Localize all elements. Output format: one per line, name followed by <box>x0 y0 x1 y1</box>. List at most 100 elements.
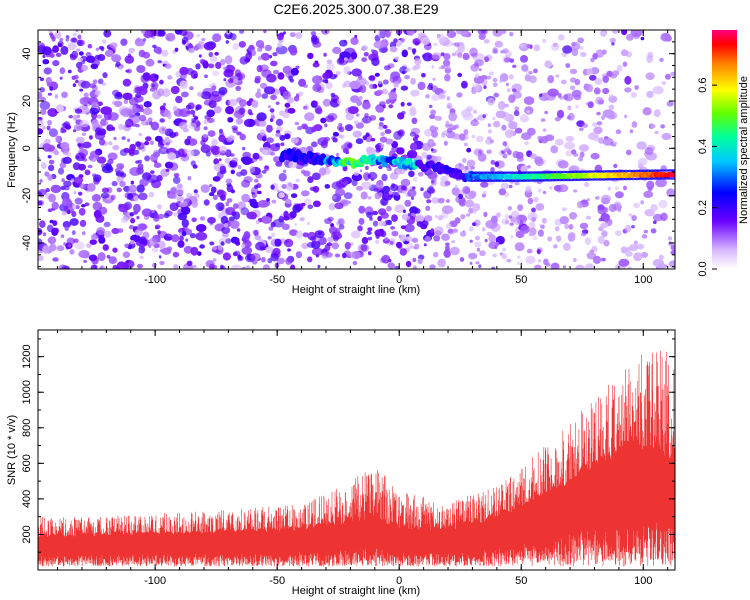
heatmap-cell <box>611 42 615 46</box>
heatmap-cell <box>84 169 91 176</box>
heatmap-cell <box>372 210 378 216</box>
heatmap-cell <box>52 257 59 262</box>
heatmap-cell <box>284 133 291 140</box>
heatmap-cell <box>526 248 533 254</box>
heatmap-cell <box>233 250 241 256</box>
heatmap-cell <box>43 67 52 75</box>
snr-x-tick-label: 50 <box>515 575 527 587</box>
heatmap-cell <box>488 71 494 76</box>
heatmap-cell <box>259 147 264 152</box>
heatmap-cell <box>457 72 463 78</box>
heatmap-cell <box>177 148 185 157</box>
heatmap-cell <box>158 213 164 220</box>
heatmap-cell <box>95 47 100 51</box>
heatmap-cell <box>246 211 257 220</box>
heatmap-cell <box>332 46 342 55</box>
heatmap-cell <box>126 259 130 264</box>
heatmap-cell <box>578 127 584 132</box>
heatmap-cell <box>71 230 76 236</box>
heatmap-cell <box>409 107 417 117</box>
heatmap-cell <box>473 75 485 84</box>
heatmap-cell <box>353 120 359 125</box>
heatmap-cell <box>159 105 166 111</box>
heatmap-cell <box>471 134 476 139</box>
heatmap-cell <box>74 241 85 250</box>
heatmap-cell <box>220 215 229 225</box>
heatmap-cell <box>47 174 53 181</box>
heatmap-cell <box>56 245 65 252</box>
heatmap-cell <box>521 64 529 72</box>
heatmap-cell <box>255 91 262 99</box>
snr-y-tick-label: 1200 <box>21 344 33 368</box>
heatmap-cell <box>515 230 525 239</box>
heatmap-cell <box>334 74 338 78</box>
heatmap-cell <box>395 56 399 61</box>
heatmap-cell <box>120 38 128 46</box>
heatmap-cell <box>59 76 63 80</box>
heatmap-cell <box>601 230 608 237</box>
heatmap-cell <box>429 125 436 132</box>
heatmap-cell <box>468 252 478 260</box>
heatmap-cell <box>235 85 242 91</box>
heatmap-cell <box>388 104 394 109</box>
heatmap-cell <box>233 110 245 119</box>
heatmap-cell <box>380 131 385 137</box>
heatmap-cell <box>593 87 601 95</box>
heatmap-cell <box>89 107 99 115</box>
heatmap-cell <box>554 138 564 146</box>
colorbar: 0.0 0.2 0.4 0.6 Normalized spectral amplitu… <box>697 30 750 277</box>
heatmap-cell <box>564 93 574 102</box>
heatmap-cell <box>307 256 313 263</box>
heatmap-cell <box>580 51 587 58</box>
heatmap-cell <box>526 165 531 169</box>
heatmap-cell <box>412 136 418 142</box>
heatmap-cell <box>94 54 101 60</box>
heatmap-cell <box>231 157 239 163</box>
heatmap-cell <box>212 258 217 262</box>
heatmap-cell <box>207 130 216 137</box>
heatmap-cell <box>573 153 579 157</box>
heatmap-cell <box>270 151 275 156</box>
heatmap-cell <box>264 44 272 52</box>
heatmap-cell <box>631 215 637 221</box>
heatmap-cell <box>472 203 481 212</box>
heatmap-cell <box>325 252 333 258</box>
heatmap-cell <box>290 193 298 199</box>
heatmap-cell <box>96 114 103 119</box>
heatmap-cell <box>154 135 163 142</box>
heatmap-cell <box>199 216 206 221</box>
heatmap-cell <box>534 264 542 269</box>
heatmap-cell <box>332 131 339 137</box>
heatmap-cell <box>60 128 66 134</box>
heatmap-cell <box>664 73 671 80</box>
heatmap-cell <box>169 132 177 138</box>
heatmap-cell <box>609 37 616 44</box>
heatmap-cell <box>77 34 82 40</box>
heatmap-cell <box>553 244 558 249</box>
heatmap-cell <box>153 216 160 222</box>
heatmap-cell <box>42 143 52 152</box>
heatmap-cell <box>312 75 323 84</box>
heatmap-cell <box>434 215 438 219</box>
heatmap-cell <box>365 165 369 170</box>
heatmap-cell <box>434 115 443 121</box>
heatmap-cell <box>212 176 221 182</box>
heatmap-cell <box>399 234 407 242</box>
heatmap-cell <box>122 92 133 101</box>
heatmap-cell <box>492 116 496 121</box>
heatmap-cell <box>579 144 589 152</box>
heatmap-cell <box>376 89 384 95</box>
heatmap-cell <box>204 114 212 120</box>
heatmap-cell <box>519 114 529 123</box>
heatmap-cell <box>333 235 339 242</box>
heatmap-cell <box>138 86 148 96</box>
heatmap-cell <box>645 72 655 80</box>
heatmap-cell <box>83 92 89 98</box>
heatmap-cell <box>462 52 470 61</box>
heatmap-cell <box>324 123 328 128</box>
heatmap-cell <box>287 97 294 104</box>
heatmap-cell <box>245 253 256 263</box>
heatmap-cell <box>177 240 185 248</box>
heatmap-cell <box>550 145 559 154</box>
heatmap-cell <box>40 162 47 170</box>
